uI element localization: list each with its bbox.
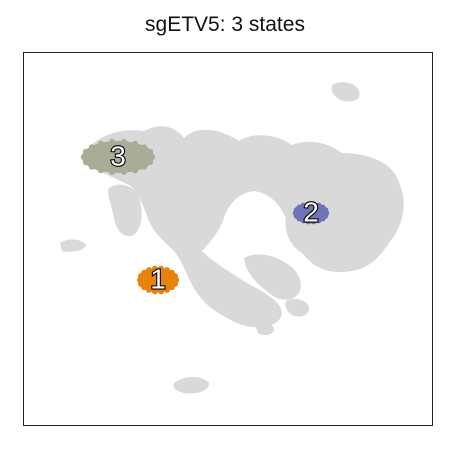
state-3-point: [120, 169, 127, 175]
state-2-point: [315, 217, 322, 224]
state-3-point: [109, 169, 116, 175]
background-cell-cluster: [328, 189, 370, 220]
state-labels: 1 2 3: [109, 139, 320, 295]
background-cell-cluster: [84, 126, 404, 328]
state-3-label: 3: [110, 140, 126, 171]
state-2-point: [305, 218, 312, 225]
state-3-point: [88, 144, 95, 151]
chart-title: sgETV5: 3 states: [145, 13, 305, 36]
state-1-point: [158, 265, 165, 272]
background-cell-cluster: [108, 184, 142, 237]
state-3-cluster: [82, 141, 154, 173]
background-cell-cluster: [173, 377, 210, 394]
state-3-point: [141, 163, 148, 170]
state-2-point: [322, 207, 329, 214]
state-2-point: [300, 202, 307, 209]
state-1-point: [151, 288, 158, 295]
state-3-point: [147, 148, 154, 155]
state-3-point: [147, 159, 154, 166]
state-1-cluster: [139, 268, 177, 292]
state-clusters: [80, 139, 330, 295]
state-1-point: [168, 284, 175, 291]
state-2-label: 2: [303, 196, 319, 227]
state-1-point: [158, 288, 165, 295]
background-cell-cluster: [323, 228, 354, 257]
state-3-point: [80, 154, 87, 160]
background-cell-cluster: [244, 254, 301, 300]
state-1-point: [151, 265, 158, 272]
state-1-point: [146, 286, 152, 293]
background-cell-cluster: [331, 82, 360, 102]
state-2-point: [310, 218, 317, 225]
state-1-point: [164, 286, 170, 293]
state-1-label: 1: [150, 263, 166, 294]
state-3-point: [132, 140, 139, 147]
background-cells: [60, 82, 404, 394]
state-2-point: [305, 201, 312, 208]
state-3-point: [97, 140, 104, 147]
umap-scatter: 1 2 3: [60, 82, 404, 394]
state-3-point: [109, 139, 116, 145]
state-3-point: [82, 148, 89, 155]
state-2-point: [310, 201, 317, 208]
background-cell-cluster: [254, 321, 274, 336]
state-3-point: [88, 163, 95, 170]
state-3-point: [97, 167, 104, 174]
background-cell-cluster: [285, 299, 310, 317]
state-3-point: [120, 139, 127, 145]
plot-area: 1 2 3: [23, 52, 433, 426]
state-3-point: [141, 144, 148, 151]
state-3-point: [132, 167, 139, 174]
state-1-point: [172, 273, 178, 280]
state-1-point: [146, 267, 152, 274]
state-3-point: [149, 154, 156, 160]
state-1-point: [141, 269, 148, 276]
state-3-point: [82, 159, 89, 166]
state-1-point: [164, 267, 170, 274]
background-cell-cluster: [60, 239, 86, 252]
